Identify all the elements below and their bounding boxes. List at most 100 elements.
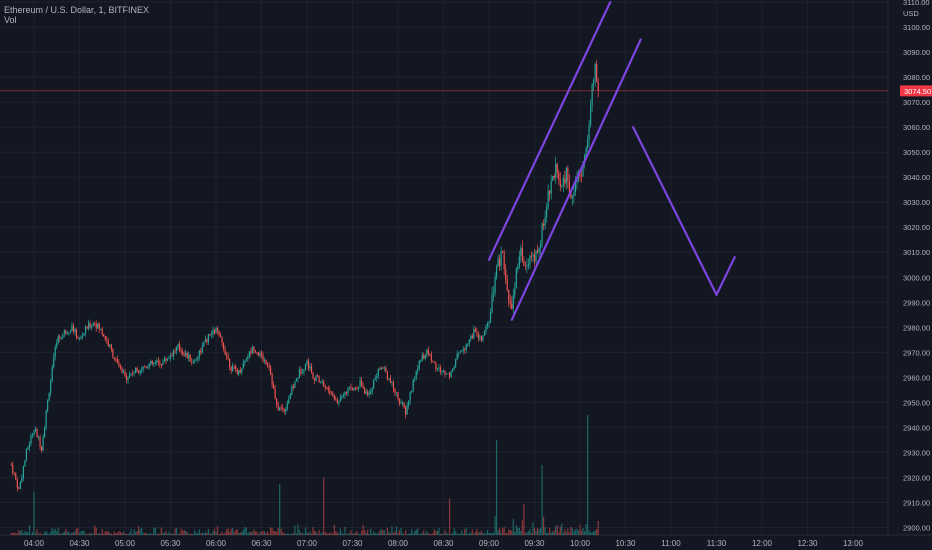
volume-bar [444,530,446,535]
candle-body [188,354,190,359]
candle-body [266,364,269,366]
volume-bar [268,533,270,535]
candle-body [347,387,349,394]
volume-bar [420,533,422,535]
volume-bar [323,477,325,535]
volume-bar [492,532,495,535]
volume-bar [244,527,246,535]
candle-body [518,256,520,267]
candle-body [318,376,320,383]
volume-bar [56,531,58,535]
volume-bar [426,531,428,535]
candle-body [485,325,487,332]
volume-bar [320,533,322,535]
candle-body [63,330,65,334]
candle-body [397,392,399,400]
volume-bar [456,533,458,535]
volume-bar [515,525,517,535]
volume-bar [224,532,226,535]
candle-body [27,447,29,450]
volume-bar [594,530,596,535]
candle-body [150,361,152,364]
volume-bar [474,531,476,535]
volume-bar [333,524,335,535]
y-tick-label: 3110.00 [903,0,930,7]
candle-body [91,326,93,328]
volume-bar [233,532,235,535]
volume-bar [518,527,520,535]
volume-bar [222,533,225,535]
candle-body [391,382,393,383]
volume-bar [271,528,273,535]
candle-body [75,329,78,337]
volume-bar [83,530,85,535]
volume-bar [541,465,543,535]
volume-indicator-label[interactable]: Vol [4,15,17,25]
candle-body [204,339,206,343]
volume-bar [282,532,284,535]
volume-bar [256,531,258,535]
volume-bar [514,531,516,535]
volume-bar [27,532,29,535]
volume-bar [53,530,55,535]
volume-bar [74,530,76,535]
volume-bar [468,532,470,535]
candle-body [585,148,587,155]
y-tick-label: 2970.00 [903,348,930,357]
candle-body [512,295,514,309]
volume-bar [33,491,35,535]
candle-body [97,323,99,328]
volume-bar [583,531,586,535]
candle-body [444,370,446,375]
volume-bar [383,530,385,535]
candle-body [403,402,405,408]
volume-bar [172,533,175,535]
volume-bar [427,533,429,535]
volume-bar [40,533,43,535]
candle-body [270,367,272,375]
volume-bar [350,530,352,535]
candle-body [229,358,231,367]
symbol-title[interactable]: Ethereum / U.S. Dollar, 1, BITFINEX [4,5,150,15]
volume-bar [262,530,264,535]
volume-bar [89,532,91,535]
candle-body [368,393,370,395]
volume-bar [339,528,341,535]
candle-body [115,359,117,360]
candle-body [544,217,546,227]
candle-body [362,385,364,389]
candle-body [342,395,344,397]
candle-body [285,409,287,412]
y-tick-label: 3100.00 [903,23,930,32]
volume-bar [185,530,187,535]
candle-body [226,354,228,357]
candle-body [25,449,28,461]
volume-bar [408,533,410,535]
candle-body [262,355,264,361]
candle-body [406,405,408,415]
volume-bar [75,528,78,535]
candle-body [580,175,583,177]
volume-bar [80,530,82,535]
volume-bar [25,531,28,535]
candle-body [72,325,75,332]
volume-bar [543,516,545,535]
candle-body [144,366,146,368]
candle-body [333,396,335,400]
candle-body [232,365,234,371]
candle-body [456,353,458,360]
volume-bar [131,533,134,535]
candle-body [160,364,162,366]
candle-body [216,327,219,332]
candle-body [127,377,129,380]
volume-bar [439,533,442,535]
candle-body [354,388,357,389]
candle-body [356,388,358,390]
volume-bar [160,527,162,535]
candle-body [279,407,281,411]
candle-body [15,473,17,480]
volume-bar [388,531,390,535]
candle-body [546,207,548,218]
